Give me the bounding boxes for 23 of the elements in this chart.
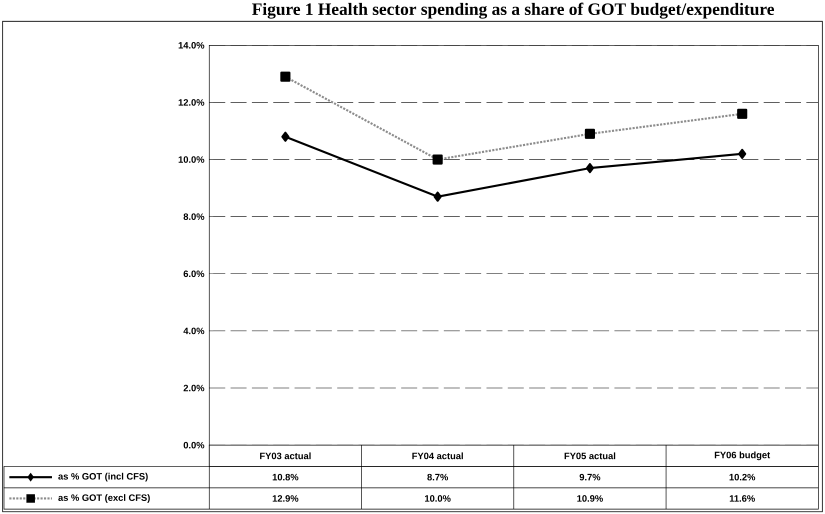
data-label: 11.6% [730, 494, 755, 502]
y-tick-label: 8.0% [184, 213, 204, 220]
data-label: 10.9% [577, 494, 603, 502]
y-tick-label: 12.0% [178, 98, 204, 106]
y-tick-label: 4.0% [183, 327, 204, 334]
data-label: 10.8% [272, 474, 298, 480]
chart-title: Figure 1 Health sector spending as a share of GOT budget/expenditure [252, 2, 774, 18]
y-tick-label: 10.0% [178, 156, 204, 163]
x-tick-label: FY05 actual [564, 452, 616, 460]
y-tick-label: 14.0% [178, 42, 204, 48]
data-label: 10.2% [730, 474, 756, 480]
data-label: 12.9% [272, 494, 298, 502]
x-tick-label: FY03 actual [260, 452, 311, 460]
legend-label: as % GOT (incl CFS) [58, 472, 148, 482]
legend-label: as % GOT (excl CFS) [58, 494, 150, 503]
y-tick-label: 0.0% [184, 442, 204, 448]
y-tick-label: 6.0% [184, 270, 204, 277]
data-label: 9.7% [580, 474, 600, 480]
data-label: 10.0% [425, 494, 451, 502]
y-tick-label: 2.0% [184, 384, 204, 392]
x-tick-label: FY06 budget [714, 451, 770, 460]
x-tick-label: FY04 actual [412, 452, 463, 460]
data-label: 8.7% [427, 474, 448, 480]
